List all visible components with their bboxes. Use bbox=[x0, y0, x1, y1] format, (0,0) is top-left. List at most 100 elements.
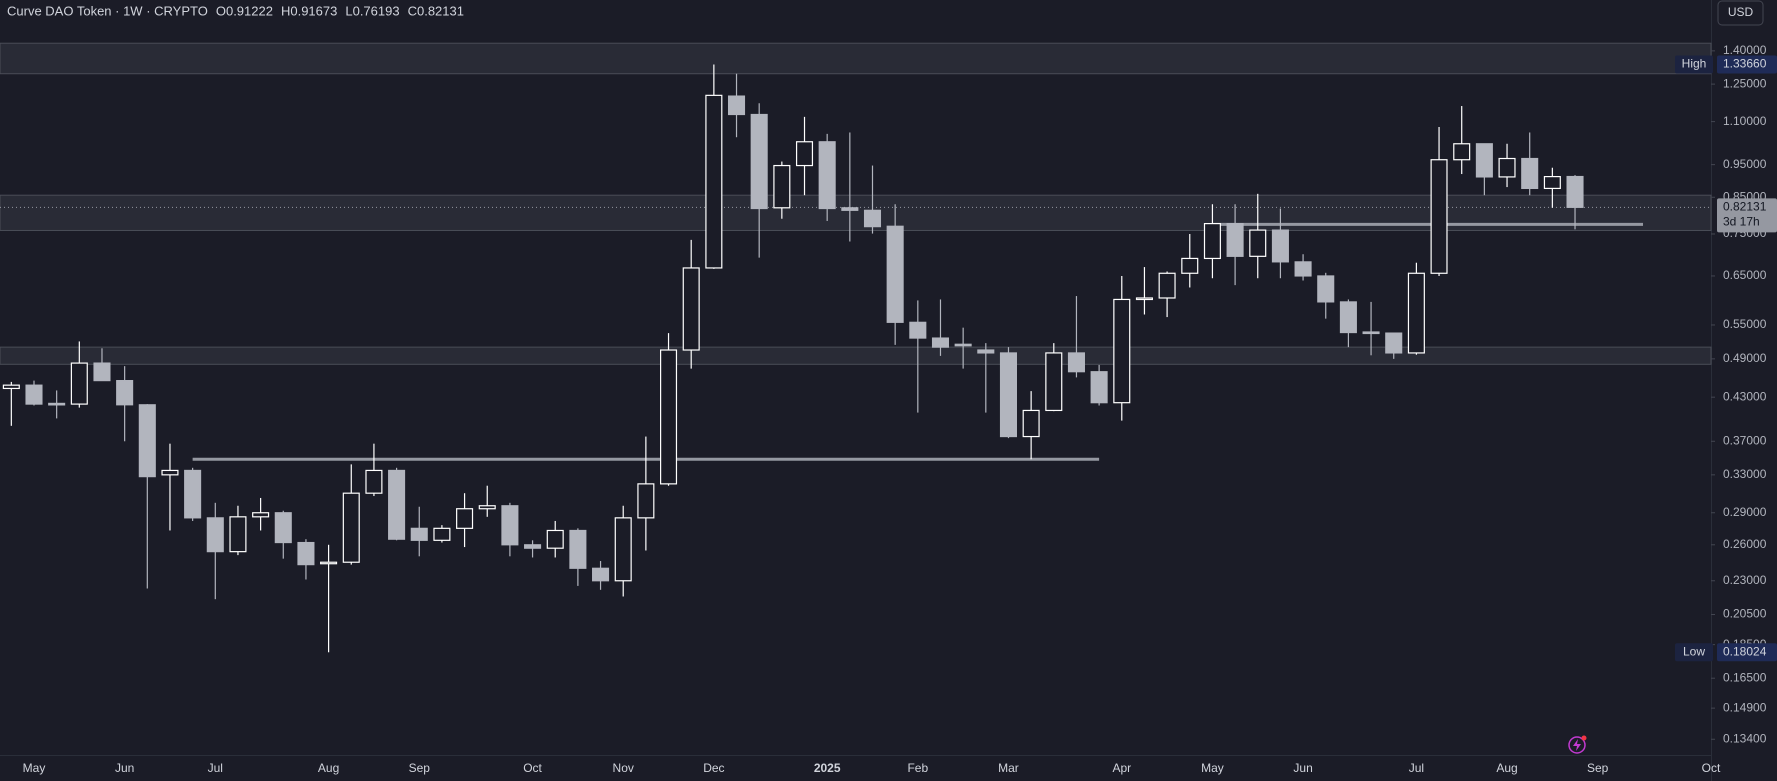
y-tick-label: 0.16500 bbox=[1723, 670, 1767, 684]
candle-body bbox=[25, 384, 43, 405]
high-marker-name-box bbox=[1675, 55, 1713, 74]
candle-body bbox=[1135, 297, 1153, 301]
candle-body bbox=[297, 541, 315, 566]
countdown-label: 3d 17h bbox=[1723, 215, 1760, 229]
low-marker-name-box bbox=[1675, 643, 1713, 662]
candle-body bbox=[954, 343, 972, 347]
alert-icon-ring[interactable] bbox=[1568, 736, 1586, 754]
high-marker-name-label: High bbox=[1682, 57, 1707, 71]
candle-body bbox=[999, 352, 1018, 438]
candle-body bbox=[1045, 352, 1063, 412]
candle-body bbox=[750, 113, 768, 210]
candle-body bbox=[1385, 332, 1403, 354]
x-tick-label: Oct bbox=[523, 761, 542, 775]
candle-body bbox=[1181, 257, 1199, 274]
x-tick-label: Aug bbox=[1496, 761, 1517, 775]
candle-body bbox=[478, 505, 496, 510]
candle-body bbox=[863, 209, 882, 228]
candle-body bbox=[977, 349, 995, 354]
candle-body bbox=[116, 380, 134, 406]
candle-body bbox=[569, 529, 587, 569]
ohlc-value: 0.76193 bbox=[353, 3, 400, 18]
candle-body bbox=[1294, 261, 1312, 277]
ohlc-label: O bbox=[216, 3, 226, 18]
x-tick-label: Mar bbox=[998, 761, 1019, 775]
ohlc-label: H bbox=[281, 3, 290, 18]
currency-label[interactable]: USD bbox=[1728, 5, 1754, 19]
x-tick-label: Oct bbox=[1702, 761, 1721, 775]
y-tick-label: 1.10000 bbox=[1723, 114, 1767, 128]
zone bbox=[0, 346, 1712, 365]
x-tick-label: Jul bbox=[1409, 761, 1424, 775]
candle-body bbox=[252, 512, 270, 518]
candle-body bbox=[48, 402, 66, 406]
x-tick-label: Apr bbox=[1112, 761, 1131, 775]
y-tick-label: 0.65000 bbox=[1723, 268, 1767, 282]
candle-body bbox=[1317, 275, 1335, 303]
candle-body bbox=[909, 321, 927, 339]
zone bbox=[0, 42, 1712, 75]
high-marker-value-box bbox=[1717, 55, 1777, 74]
y-tick-label: 0.49000 bbox=[1723, 351, 1767, 365]
y-tick-label: 0.26000 bbox=[1723, 537, 1767, 551]
candle-body bbox=[524, 544, 542, 549]
candle-body bbox=[342, 492, 360, 563]
chart-header: Curve DAO Token · 1W · CRYPTO O 0.91222 H 0… bbox=[7, 3, 464, 18]
candle-body bbox=[1430, 159, 1448, 274]
candle-body bbox=[1521, 157, 1539, 190]
y-tick-label: 0.23000 bbox=[1723, 573, 1767, 587]
candle-body bbox=[1453, 143, 1471, 161]
candle-body bbox=[433, 527, 451, 541]
candle-body bbox=[637, 483, 655, 519]
candle-body bbox=[206, 517, 224, 553]
y-tick-label: 0.55000 bbox=[1723, 317, 1767, 331]
y-tick-label: 1.40000 bbox=[1723, 43, 1767, 57]
candle-body bbox=[1339, 301, 1357, 334]
candle-body bbox=[229, 516, 247, 553]
candle-body bbox=[1226, 223, 1244, 257]
candle-body bbox=[1475, 143, 1493, 178]
x-tick-label: Jun bbox=[1293, 761, 1312, 775]
ohlc-value: 0.91673 bbox=[290, 3, 337, 18]
candle-body bbox=[1067, 352, 1085, 373]
candle-body bbox=[388, 469, 406, 540]
last-price-label: 0.82131 bbox=[1723, 200, 1767, 214]
x-tick-label: Sep bbox=[409, 761, 431, 775]
candle-body bbox=[1566, 175, 1584, 208]
last-price-box bbox=[1717, 198, 1777, 233]
candle-body bbox=[1407, 272, 1425, 354]
x-tick-label: Feb bbox=[907, 761, 928, 775]
y-tick-label: 0.33000 bbox=[1723, 467, 1767, 481]
candle-body bbox=[93, 362, 111, 382]
y-tick-label: 0.29000 bbox=[1723, 505, 1767, 519]
x-tick-label: May bbox=[23, 761, 46, 775]
low-marker-value-label: 0.18024 bbox=[1723, 644, 1767, 658]
candle-body bbox=[1249, 229, 1267, 257]
candle-body bbox=[1090, 371, 1108, 404]
alert-icon-dot[interactable] bbox=[1581, 735, 1587, 741]
candle-body bbox=[546, 529, 564, 549]
candle-body bbox=[456, 508, 474, 529]
candle-body bbox=[886, 225, 904, 323]
y-tick-label: 0.43000 bbox=[1723, 389, 1767, 403]
alert-icon[interactable] bbox=[1568, 735, 1587, 754]
currency-button[interactable] bbox=[1717, 0, 1764, 26]
ohlc-value: 0.91222 bbox=[226, 3, 273, 18]
candle-body bbox=[274, 512, 292, 544]
x-tick-label: Dec bbox=[703, 761, 724, 775]
candle-body bbox=[501, 505, 519, 546]
candle-body bbox=[592, 567, 610, 582]
y-tick-label: 1.25000 bbox=[1723, 76, 1767, 90]
candle-body bbox=[70, 362, 88, 405]
alert-icon-bolt[interactable] bbox=[1573, 739, 1581, 751]
candle-body bbox=[1362, 331, 1380, 335]
candle-body bbox=[1203, 223, 1221, 260]
candle-body bbox=[682, 267, 700, 351]
candle-body bbox=[1543, 176, 1561, 190]
y-tick-label: 0.20500 bbox=[1723, 607, 1767, 621]
candle-body bbox=[1498, 157, 1516, 178]
low-marker-value-box bbox=[1717, 643, 1777, 662]
y-tick-label: 0.95000 bbox=[1723, 157, 1767, 171]
